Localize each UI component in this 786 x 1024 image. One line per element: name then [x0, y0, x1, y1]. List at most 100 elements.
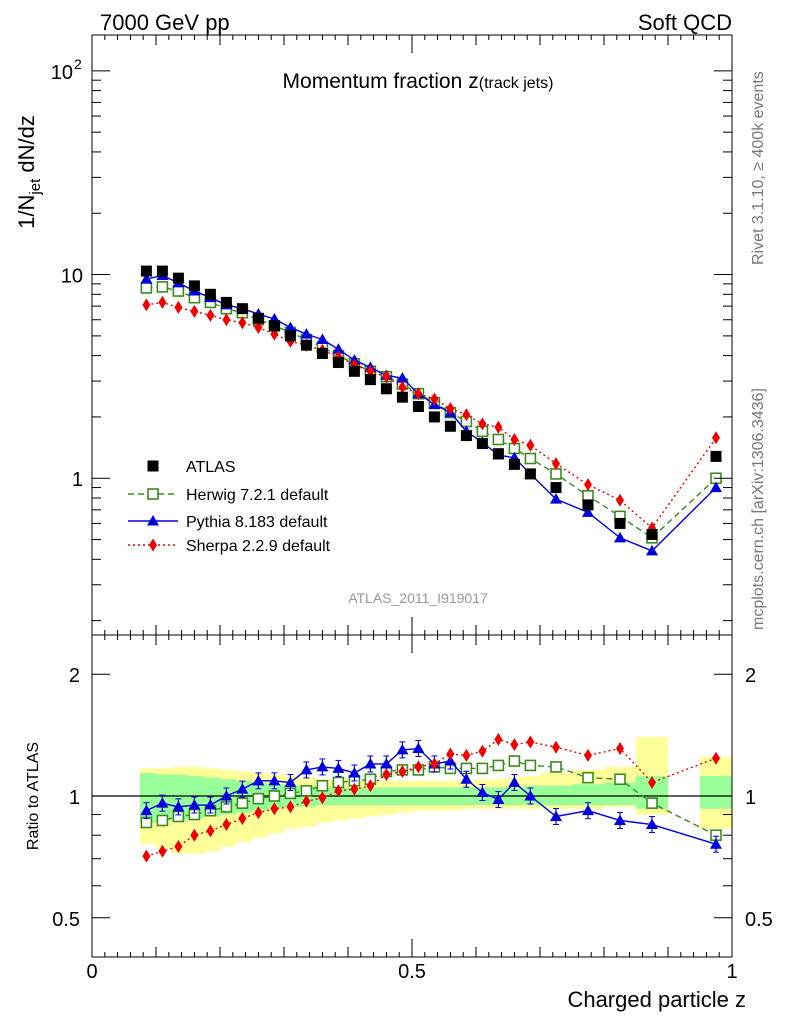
x-tick-label: 0.5: [398, 961, 426, 983]
ratio-point-pythia: [220, 790, 233, 801]
main-point-pythia: [140, 273, 153, 284]
ratio-point-sherpa: [286, 800, 295, 814]
ratio-point-herwig: [492, 759, 505, 772]
ratio-point-sherpa: [350, 782, 359, 796]
main-y-tick-label-1: 1: [72, 469, 83, 491]
main-point-atlas: [492, 448, 504, 460]
main-point-pythia: [332, 343, 345, 354]
ratio-series-pythia: [140, 740, 722, 853]
ratio-point-herwig: [508, 755, 521, 767]
main-point-sherpa: [382, 370, 391, 384]
main-point-atlas: [614, 517, 626, 529]
ratio-point-sherpa: [142, 849, 151, 863]
main-point-atlas: [476, 438, 488, 450]
main-point-herwig: [172, 285, 185, 297]
ratio-y-tick-label-left: 1: [69, 787, 80, 809]
ratio-y-tick-label-left: 0.5: [52, 909, 80, 931]
ratio-point-sherpa: [712, 751, 720, 765]
legend-entry-pythia: Pythia 8.183 default: [128, 514, 328, 531]
ratio-point-pythia: [252, 774, 265, 786]
ratio-point-pythia: [268, 774, 281, 786]
main-point-sherpa: [414, 387, 423, 401]
main-series-sherpa: [142, 295, 720, 535]
ratio-point-sherpa: [382, 768, 391, 782]
main-point-atlas: [316, 347, 328, 359]
main-point-herwig: [492, 433, 505, 446]
main-point-pythia: [300, 328, 313, 339]
main-point-pythia: [646, 544, 658, 556]
legend-marker-atlas: [147, 460, 159, 472]
main-point-sherpa: [222, 313, 231, 327]
main-point-sherpa: [174, 300, 183, 314]
ratio-point-pythia: [348, 766, 361, 778]
main-point-sherpa: [584, 478, 592, 492]
main-point-atlas: [428, 411, 440, 423]
main-point-atlas: [582, 499, 594, 511]
main-point-atlas: [300, 339, 312, 351]
main-point-atlas: [220, 296, 232, 308]
main-point-pythia: [582, 506, 594, 517]
main-point-sherpa: [430, 392, 439, 406]
ratio-point-pythia: [524, 790, 537, 801]
ratio-point-herwig: [268, 790, 281, 802]
main-point-atlas: [710, 450, 722, 462]
ratio-point-pythia: [284, 776, 297, 787]
legend-label-pythia: Pythia 8.183 default: [186, 514, 328, 531]
ratio-point-sherpa: [478, 744, 487, 758]
ratio-point-sherpa: [462, 748, 471, 762]
ratio-point-pythia: [582, 804, 594, 816]
ratio-point-sherpa: [254, 806, 263, 820]
legend: ATLAS Herwig 7.2.1 default Pythia 8.183 de…: [128, 459, 331, 555]
main-point-sherpa: [552, 457, 560, 471]
ratio-point-sherpa: [334, 784, 343, 798]
ratio-point-pythia: [364, 757, 377, 769]
legend-marker-pythia: [147, 515, 159, 526]
main-point-sherpa: [494, 420, 503, 434]
ratio-point-pythia: [614, 814, 626, 825]
legend-label-atlas: ATLAS: [186, 459, 236, 476]
ratio-band-inner: [700, 776, 732, 809]
ratio-point-sherpa: [398, 764, 407, 778]
process-label: Soft QCD: [638, 10, 732, 35]
main-y-tick-label-100: 10: [51, 62, 73, 84]
ratio-y-tick-label-right: 2: [745, 665, 756, 687]
ratio-point-sherpa: [430, 757, 439, 771]
ratio-point-sherpa: [318, 791, 327, 805]
main-point-sherpa: [446, 402, 455, 416]
main-point-atlas: [156, 265, 168, 277]
ratio-y-tick-label-left: 2: [69, 665, 80, 687]
ratio-point-herwig: [236, 797, 249, 809]
ratio-band-inner: [540, 785, 572, 806]
main-point-atlas: [236, 303, 248, 315]
ratio-point-herwig: [476, 762, 489, 775]
ratio-band-inner: [604, 782, 636, 806]
main-point-sherpa: [398, 380, 407, 394]
main-point-sherpa: [616, 493, 624, 507]
main-point-pythia: [614, 531, 626, 543]
ratio-point-pythia: [508, 776, 521, 787]
ratio-point-pythia: [412, 742, 425, 754]
ratio-point-sherpa: [526, 735, 535, 749]
main-y-tick-label-10: 10: [61, 266, 83, 288]
main-point-sherpa: [254, 320, 263, 334]
ratio-point-pythia: [476, 786, 489, 798]
ratio-point-sherpa: [510, 738, 519, 752]
ratio-point-sherpa: [174, 840, 183, 854]
main-point-atlas: [524, 468, 536, 480]
ratio-point-sherpa: [552, 740, 560, 754]
ratio-point-herwig: [316, 779, 329, 792]
main-point-atlas: [204, 288, 216, 300]
main-point-atlas: [284, 330, 296, 342]
main-point-pythia: [550, 493, 562, 504]
main-point-atlas: [396, 391, 408, 403]
mcplots-reference-label: mcplots.cern.ch [arXiv:1306.3436]: [750, 388, 767, 630]
main-y-tick-label-100-exponent: 2: [74, 56, 82, 72]
ratio-point-herwig: [582, 771, 594, 784]
ratio-point-pythia: [300, 763, 313, 775]
ratio-point-herwig: [550, 761, 562, 773]
ratio-point-sherpa: [238, 811, 247, 825]
ratio-point-pythia: [188, 799, 201, 810]
ratio-band-inner: [156, 774, 172, 821]
